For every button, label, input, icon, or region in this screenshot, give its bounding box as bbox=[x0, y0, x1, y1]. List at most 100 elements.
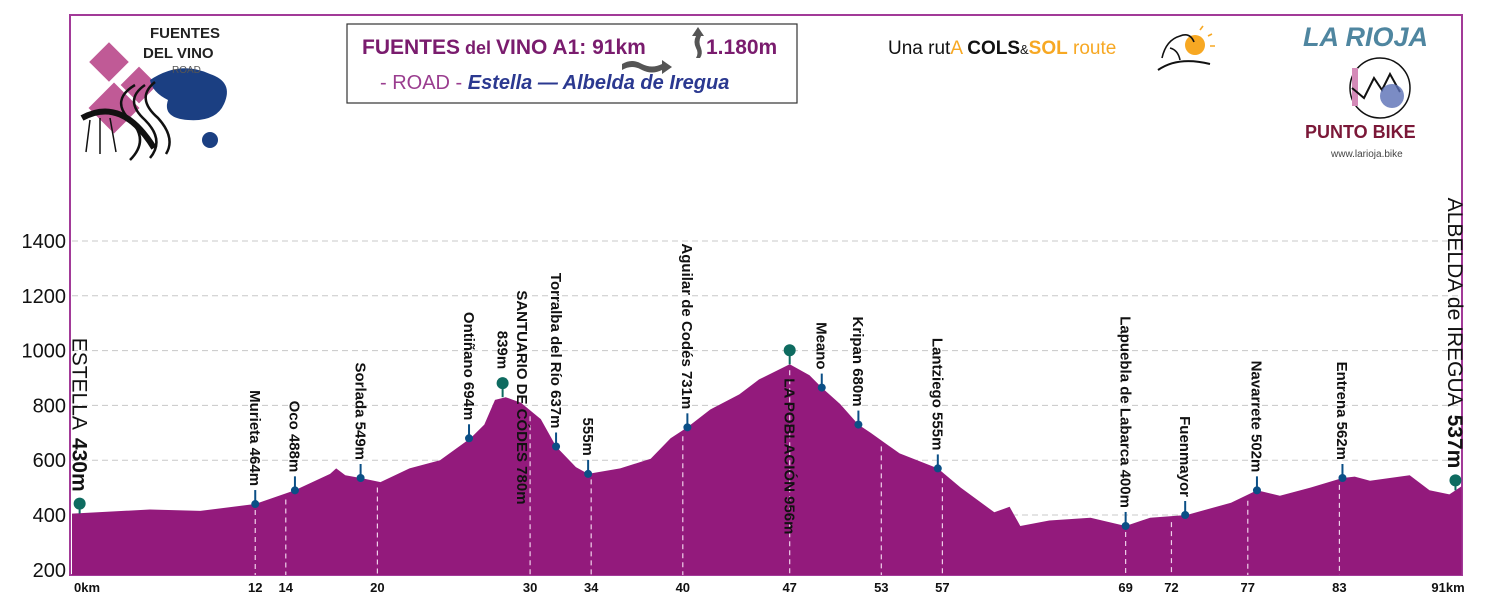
waypoint: Murieta 464m bbox=[246, 390, 263, 509]
waypoint-marker-icon bbox=[1252, 486, 1261, 495]
waypoint: Oco 488m bbox=[286, 401, 303, 495]
waypoint-label: Ontiñano 694m bbox=[460, 312, 477, 420]
waypoint-label: Fuenmayor bbox=[1176, 416, 1193, 497]
summit-label: LA POBLACIÓN 956m bbox=[780, 378, 798, 534]
waypoint: Meano bbox=[813, 322, 830, 392]
waypoint-marker-icon bbox=[465, 434, 474, 443]
waypoint-marker-icon bbox=[933, 464, 942, 473]
y-tick-label: 1400 bbox=[22, 231, 67, 253]
x-axis-ticks: 0km 12 14 20 30 34 40 47 53 57 69 72 77 83 91km bbox=[74, 580, 1465, 595]
endpoint-elevation: 430m bbox=[67, 438, 90, 492]
x-tick-label: 30 bbox=[523, 580, 537, 595]
waypoint-marker-icon bbox=[1338, 474, 1347, 483]
waypoint: Ontiñano 694m bbox=[460, 312, 477, 443]
summit-marker-icon bbox=[73, 497, 86, 510]
svg-text:Una rutA COLS&SOL route: Una rutA COLS&SOL route bbox=[888, 38, 1116, 59]
km-marker-lines bbox=[254, 370, 1341, 575]
y-tick-label: 800 bbox=[33, 395, 66, 417]
svg-text:PUNTO BIKE: PUNTO BIKE bbox=[1305, 122, 1416, 142]
waypoint-label: Lantziego 555m bbox=[929, 338, 946, 451]
waypoint-label: 555m bbox=[579, 418, 596, 456]
waypoint-marker-icon bbox=[290, 486, 299, 495]
waypoint: Torralba del Río 637m bbox=[547, 273, 564, 451]
waypoint-label: Aguilar de Codés 731m bbox=[678, 243, 695, 409]
summit-marker-icon bbox=[1449, 474, 1462, 487]
waypoint-marker-icon bbox=[584, 469, 593, 478]
svg-text:LA RIOJA: LA RIOJA bbox=[1303, 22, 1428, 52]
waypoint-marker-icon bbox=[683, 423, 692, 432]
la-rioja-punto-bike-logo: LA RIOJA PUNTO BIKE www.larioja.bike bbox=[1303, 22, 1428, 160]
waypoint: Entrena 562m bbox=[1333, 362, 1350, 483]
x-tick-label: 57 bbox=[935, 580, 949, 595]
cyclist-sun-icon bbox=[1157, 25, 1215, 71]
title-box: FUENTES del VINO A1: 91km 1.180m - ROAD … bbox=[346, 23, 798, 104]
waypoint-label: Meano bbox=[813, 322, 830, 370]
route-subtitle: - ROAD - Estella — Albelda de Iregua bbox=[380, 72, 729, 94]
waypoint-label: SANTUARIO DE CÓDES 780m bbox=[513, 290, 531, 504]
waypoint-marker-icon bbox=[356, 474, 365, 483]
x-tick-label: 14 bbox=[279, 580, 294, 595]
x-tick-label: 83 bbox=[1332, 580, 1346, 595]
waypoint: Sorlada 549m bbox=[351, 362, 368, 483]
waypoint-label: Kripan 680m bbox=[849, 317, 866, 407]
endpoint-label: ESTELLA 430m bbox=[67, 338, 90, 492]
waypoint-label: Murieta 464m bbox=[246, 390, 263, 486]
route-title: FUENTES del VINO A1: 91km bbox=[362, 36, 646, 59]
x-tick-label: 77 bbox=[1241, 580, 1255, 595]
waypoint-label: Torralba del Río 637m bbox=[547, 273, 564, 429]
waypoints: ESTELLA 430m Murieta 464m Oco 488m Sorlada 5… bbox=[67, 198, 1466, 535]
waypoint-label: 839m bbox=[493, 331, 510, 369]
x-tick-label: 53 bbox=[874, 580, 888, 595]
summit-marker-icon bbox=[783, 344, 796, 357]
climb-arrow-icon bbox=[692, 27, 704, 58]
waypoint: Lantziego 555m bbox=[929, 338, 946, 473]
waypoint: Navarrete 502m bbox=[1248, 361, 1265, 495]
waypoint-label: Entrena 562m bbox=[1333, 362, 1350, 460]
y-axis-ticks: 200 400 600 800 1000 1200 1400 bbox=[22, 231, 67, 582]
waypoint-marker-icon bbox=[817, 383, 826, 392]
svg-text:www.larioja.bike: www.larioja.bike bbox=[1330, 149, 1403, 160]
summit-marker-icon bbox=[496, 377, 509, 390]
waypoint-marker-icon bbox=[1121, 521, 1130, 530]
x-tick-label: 91km bbox=[1431, 580, 1464, 595]
waypoint-marker-icon bbox=[552, 442, 561, 451]
waypoint: Kripan 680m bbox=[849, 317, 866, 429]
waypoint: LA POBLACIÓN 956m bbox=[780, 344, 798, 534]
waypoint: 839m bbox=[493, 331, 510, 398]
svg-text:ROAD: ROAD bbox=[172, 65, 201, 76]
x-tick-label: 12 bbox=[248, 580, 262, 595]
cols-sol-tagline: Una rutA COLS&SOL route bbox=[888, 25, 1215, 71]
waypoint-label: Sorlada 549m bbox=[351, 362, 368, 460]
waypoint: ESTELLA 430m bbox=[67, 338, 90, 514]
y-tick-label: 1200 bbox=[22, 286, 67, 308]
elevation-profile-area bbox=[72, 364, 1462, 575]
endpoint-label: ALBELDA de IREGUA 537m bbox=[1443, 198, 1466, 469]
waypoint-marker-icon bbox=[854, 420, 863, 429]
x-tick-label: 0km bbox=[74, 580, 100, 595]
waypoint: ALBELDA de IREGUA 537m bbox=[1443, 198, 1466, 491]
waypoint-label: Lapuebla de Labarca 400m bbox=[1116, 316, 1133, 508]
x-tick-label: 69 bbox=[1118, 580, 1132, 595]
x-tick-label: 20 bbox=[370, 580, 384, 595]
waypoint-label: Oco 488m bbox=[286, 401, 303, 473]
x-tick-label: 47 bbox=[782, 580, 796, 595]
y-tick-label: 200 bbox=[33, 560, 66, 582]
y-tick-label: 400 bbox=[33, 505, 66, 527]
waypoint: Lapuebla de Labarca 400m bbox=[1116, 316, 1133, 530]
waypoint: Fuenmayor bbox=[1176, 416, 1193, 519]
waypoint-marker-icon bbox=[251, 500, 260, 509]
x-tick-label: 34 bbox=[584, 580, 599, 595]
distance-arrow-icon bbox=[622, 60, 672, 74]
x-tick-label: 40 bbox=[676, 580, 690, 595]
waypoint-marker-icon bbox=[1181, 511, 1190, 519]
y-tick-label: 1000 bbox=[22, 341, 67, 363]
svg-text:FUENTES: FUENTES bbox=[150, 25, 220, 42]
endpoint-name: ESTELLA bbox=[67, 338, 90, 430]
waypoint: SANTUARIO DE CÓDES 780m bbox=[513, 290, 531, 504]
endpoint-elevation: 537m bbox=[1443, 415, 1466, 469]
waypoint-label: Navarrete 502m bbox=[1248, 361, 1265, 473]
waypoint: 555m bbox=[579, 418, 596, 478]
svg-text:DEL VINO: DEL VINO bbox=[143, 45, 214, 62]
